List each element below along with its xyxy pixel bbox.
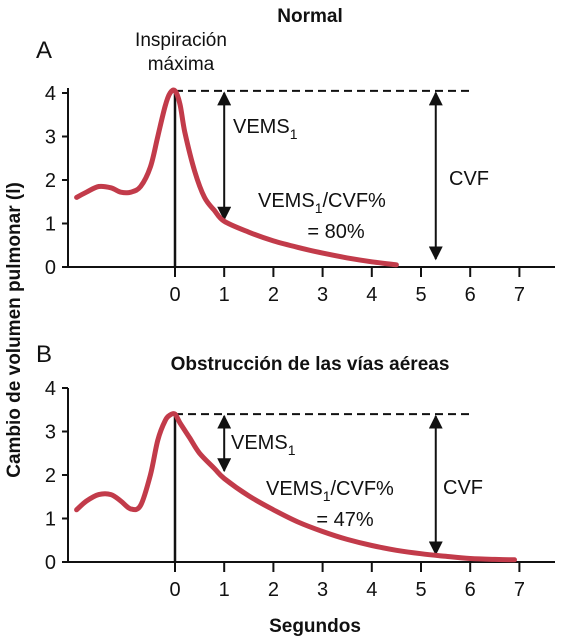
panel-b-y-ticks: 0 1 2 3 4 (45, 378, 68, 574)
panel-a-fev1-label: VEMS1 (233, 116, 298, 142)
peak-label-line1: Inspiración (135, 30, 227, 51)
y-tick-label: 0 (45, 552, 56, 574)
x-tick-label: 1 (219, 284, 230, 306)
panel-b-fvc-label: CVF (443, 477, 483, 499)
x-tick-label: 0 (169, 284, 180, 306)
x-tick-label: 2 (268, 284, 279, 306)
panel-a-x-ticks: 0 1 2 3 4 5 6 7 (169, 267, 525, 306)
y-tick-label: 3 (45, 422, 56, 444)
panel-b-ratio-label: VEMS1/CVF% (266, 478, 394, 504)
panel-b-title: Obstrucción de las vías aéreas (171, 354, 450, 375)
y-tick-label: 3 (45, 127, 56, 149)
y-tick-label: 1 (45, 214, 56, 236)
x-tick-label: 3 (317, 284, 328, 306)
x-tick-label: 0 (169, 579, 180, 601)
x-tick-label: 1 (219, 579, 230, 601)
panel-a-fvc-label: CVF (449, 168, 489, 190)
y-tick-label: 2 (45, 170, 56, 192)
panel-a-letter: A (36, 37, 52, 64)
x-tick-label: 6 (465, 579, 476, 601)
panel-b-spirometry-curve (74, 411, 517, 563)
panel-b-ratio-value: = 47% (316, 509, 373, 531)
panel-a-ratio-value: = 80% (307, 221, 364, 243)
x-axis-label: Segundos (269, 616, 361, 637)
peak-label-line2: máxima (148, 54, 215, 75)
y-axis-label: Cambio de volumen pulmonar (l) (4, 182, 25, 478)
panel-a: A Normal Inspiración máxima 0 1 2 3 4 0 1 2 3 4 5… (36, 6, 555, 306)
y-tick-label: 4 (45, 378, 56, 400)
panel-a-title: Normal (277, 6, 342, 27)
y-tick-label: 2 (45, 465, 56, 487)
x-tick-label: 7 (514, 579, 525, 601)
y-tick-label: 0 (45, 257, 56, 279)
panel-a-ratio-label: VEMS1/CVF% (258, 190, 386, 216)
x-tick-label: 4 (366, 284, 377, 306)
panel-b-letter: B (36, 341, 52, 368)
x-tick-label: 5 (415, 284, 426, 306)
panel-a-spirometry-curve (74, 87, 399, 268)
panel-a-y-ticks: 0 1 2 3 4 (45, 83, 68, 279)
y-tick-label: 1 (45, 509, 56, 531)
x-tick-label: 2 (268, 579, 279, 601)
panel-b-x-ticks: 0 1 2 3 4 5 6 7 (169, 562, 525, 601)
x-tick-label: 7 (514, 284, 525, 306)
x-tick-label: 5 (415, 579, 426, 601)
x-tick-label: 6 (465, 284, 476, 306)
y-tick-label: 4 (45, 83, 56, 105)
x-tick-label: 4 (366, 579, 377, 601)
x-tick-label: 3 (317, 579, 328, 601)
panel-b-fev1-label: VEMS1 (231, 432, 296, 458)
panel-b: B Obstrucción de las vías aéreas 0 1 2 3 4 0… (36, 341, 555, 601)
